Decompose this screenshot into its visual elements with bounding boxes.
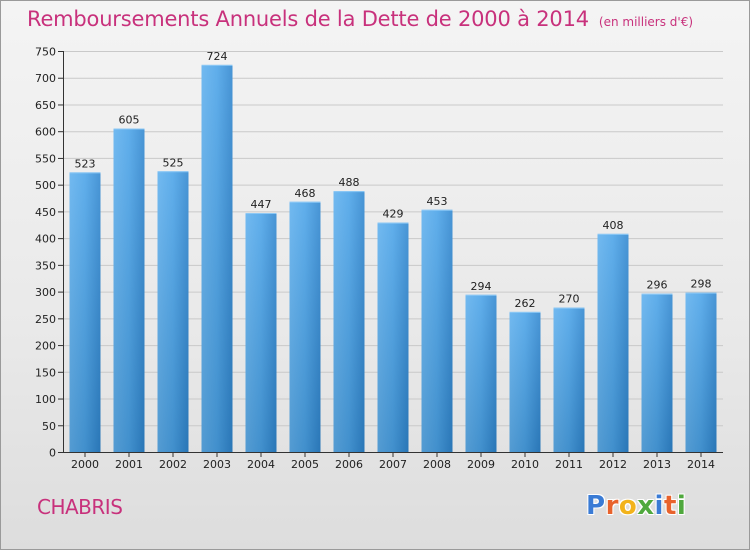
x-tick-label: 2014 bbox=[687, 458, 715, 471]
x-tick-label: 2008 bbox=[423, 458, 451, 471]
x-tick-label: 2005 bbox=[291, 458, 319, 471]
logo-letter: t bbox=[663, 491, 677, 521]
y-tick-label: 250 bbox=[35, 313, 56, 326]
x-tick-label: 2012 bbox=[599, 458, 627, 471]
logo-letter: x bbox=[637, 491, 655, 521]
bar-shade bbox=[509, 311, 541, 452]
data-label: 468 bbox=[295, 187, 316, 200]
bar-shade bbox=[597, 233, 629, 452]
proxiti-logo[interactable]: Proxiti bbox=[586, 491, 686, 521]
y-tick-label: 0 bbox=[49, 447, 56, 460]
y-tick-label: 650 bbox=[35, 99, 56, 112]
bar-shade bbox=[465, 294, 497, 452]
data-label: 447 bbox=[251, 198, 272, 211]
x-tick-label: 2006 bbox=[335, 458, 363, 471]
y-tick-label: 200 bbox=[35, 340, 56, 353]
bar-shade bbox=[69, 172, 101, 453]
commune-name: CHABRIS bbox=[37, 495, 123, 519]
bar-shade bbox=[289, 201, 321, 452]
chart-title: Remboursements Annuels de la Dette de 20… bbox=[27, 7, 589, 31]
x-tick-label: 2013 bbox=[643, 458, 671, 471]
y-tick-label: 100 bbox=[35, 393, 56, 406]
x-tick-label: 2009 bbox=[467, 458, 495, 471]
data-label: 262 bbox=[515, 297, 536, 310]
data-label: 488 bbox=[339, 176, 360, 189]
data-label: 408 bbox=[603, 219, 624, 232]
y-tick-label: 400 bbox=[35, 233, 56, 246]
logo-letter: r bbox=[605, 491, 619, 521]
data-label: 270 bbox=[559, 293, 580, 306]
x-tick-label: 2003 bbox=[203, 458, 231, 471]
x-tick-label: 2000 bbox=[71, 458, 99, 471]
data-label: 525 bbox=[163, 156, 184, 169]
title-block: Remboursements Annuels de la Dette de 20… bbox=[27, 7, 693, 31]
x-tick-label: 2004 bbox=[247, 458, 275, 471]
data-label: 296 bbox=[647, 279, 668, 292]
x-tick-label: 2011 bbox=[555, 458, 583, 471]
y-tick-label: 450 bbox=[35, 206, 56, 219]
y-axis: 0 50 100 150 200 250 300 350 400 450 500 550 600 650 7… bbox=[35, 46, 64, 460]
data-label: 724 bbox=[207, 50, 228, 63]
logo-letter: P bbox=[586, 491, 606, 521]
y-tick-label: 500 bbox=[35, 179, 56, 192]
bar-shade bbox=[157, 171, 189, 453]
bar-shade bbox=[333, 191, 365, 452]
x-tick-label: 2001 bbox=[115, 458, 143, 471]
x-tick-label: 2010 bbox=[511, 458, 539, 471]
bar-shade bbox=[377, 222, 409, 452]
y-tick-label: 150 bbox=[35, 366, 56, 379]
y-tick-label: 550 bbox=[35, 152, 56, 165]
bar-shade bbox=[685, 292, 717, 452]
y-tick-label: 300 bbox=[35, 286, 56, 299]
data-label: 523 bbox=[75, 157, 96, 170]
bar-shade bbox=[245, 213, 277, 452]
bars: 523 605 525 724 447 468 488 429 453 294 262 270 408 2… bbox=[69, 50, 717, 453]
unit-label: (en milliers d'€) bbox=[598, 15, 694, 29]
x-axis: 2000 2001 2002 2003 2004 2005 2006 2007 2008 2009… bbox=[63, 452, 723, 471]
y-tick-label: 600 bbox=[35, 126, 56, 139]
data-label: 298 bbox=[691, 278, 712, 291]
y-tick-label: 750 bbox=[35, 46, 56, 59]
bar-shade bbox=[553, 307, 585, 452]
x-tick-label: 2007 bbox=[379, 458, 407, 471]
data-label: 429 bbox=[383, 208, 404, 221]
bar-shade bbox=[201, 64, 233, 452]
logo-letter: i bbox=[676, 491, 687, 521]
data-label: 294 bbox=[471, 280, 492, 293]
y-tick-label: 700 bbox=[35, 72, 56, 85]
data-label: 605 bbox=[119, 114, 140, 127]
bar-shade bbox=[421, 209, 453, 452]
data-label: 453 bbox=[427, 195, 448, 208]
logo-letter: o bbox=[618, 491, 638, 521]
bar-shade bbox=[641, 293, 673, 452]
y-tick-label: 50 bbox=[42, 420, 56, 433]
logo-letter: i bbox=[654, 491, 664, 521]
x-tick-label: 2002 bbox=[159, 458, 187, 471]
y-tick-label: 350 bbox=[35, 259, 56, 272]
bar-shade bbox=[113, 128, 145, 452]
